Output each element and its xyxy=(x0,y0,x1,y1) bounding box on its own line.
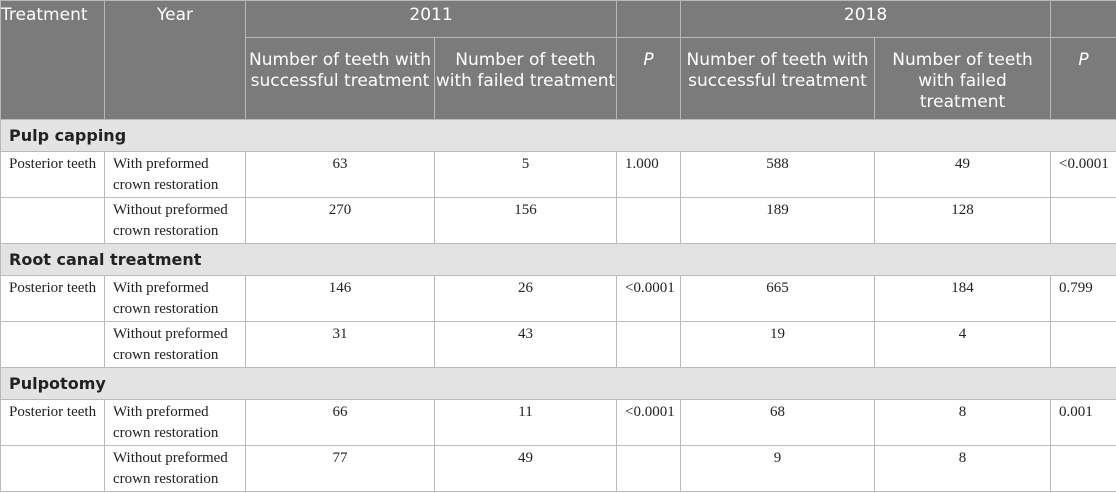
cell-condition: Without preformed crown restoration xyxy=(104,445,246,492)
cell-p-2011 xyxy=(616,321,682,368)
cell-failed-2011: 26 xyxy=(433,275,618,322)
cell-failed-2018: 184 xyxy=(874,275,1052,322)
cell-success-2018: 588 xyxy=(680,151,876,198)
header-blank-p-2018 xyxy=(1050,0,1116,38)
cell-condition: Without preformed crown restoration xyxy=(104,321,246,368)
cell-failed-2018: 8 xyxy=(874,445,1052,492)
table-row: Posterior teeth With preformed crown res… xyxy=(0,399,1116,446)
cell-group xyxy=(0,321,105,368)
header-failed-2011: Number of teeth with failed treatment xyxy=(433,37,618,120)
cell-success-2018: 665 xyxy=(680,275,876,322)
cell-group: Posterior teeth xyxy=(0,399,105,446)
section-row: Pulpotomy xyxy=(0,367,1116,400)
cell-p-2018: <0.0001 xyxy=(1050,151,1116,198)
cell-group: Posterior teeth xyxy=(0,151,105,198)
cell-success-2018: 9 xyxy=(680,445,876,492)
cell-p-2011: 1.000 xyxy=(616,151,682,198)
cell-group xyxy=(0,445,105,492)
cell-success-2011: 31 xyxy=(245,321,435,368)
table-row: Posterior teeth With preformed crown res… xyxy=(0,275,1116,322)
table-row: Posterior teeth With preformed crown res… xyxy=(0,151,1116,198)
cell-failed-2011: 43 xyxy=(433,321,618,368)
cell-condition: With preformed crown restoration xyxy=(104,399,246,446)
header-p-2018: P xyxy=(1050,37,1116,120)
header-failed-2018: Number of teeth with failed treatment xyxy=(874,37,1052,120)
header-treatment: Treatment xyxy=(0,0,105,120)
cell-p-2018 xyxy=(1050,197,1116,244)
header-p-2011: P xyxy=(616,37,682,120)
header-success-2011: Number of teeth with successful treatmen… xyxy=(245,37,435,120)
cell-group xyxy=(0,197,105,244)
cell-p-2018 xyxy=(1050,445,1116,492)
section-row: Pulp capping xyxy=(0,119,1116,152)
cell-p-2018: 0.799 xyxy=(1050,275,1116,322)
cell-failed-2018: 49 xyxy=(874,151,1052,198)
header-2011: 2011 xyxy=(244,0,618,38)
cell-failed-2018: 8 xyxy=(874,399,1052,446)
section-title: Root canal treatment xyxy=(0,243,1116,276)
cell-success-2018: 19 xyxy=(680,321,876,368)
section-title: Pulpotomy xyxy=(0,367,1116,400)
header-2018: 2018 xyxy=(680,0,1052,38)
header-row-years: Treatment Year 2011 2018 xyxy=(0,0,1116,120)
cell-p-2011 xyxy=(616,197,682,244)
cell-success-2011: 63 xyxy=(245,151,435,198)
cell-condition: With preformed crown restoration xyxy=(104,151,246,198)
table-row: Without preformed crown restoration 77 4… xyxy=(0,445,1116,492)
cell-failed-2011: 5 xyxy=(433,151,618,198)
cell-p-2018: 0.001 xyxy=(1050,399,1116,446)
header-row-columns: Number of teeth with successful treatmen… xyxy=(1,37,1116,120)
table-header: Treatment Year 2011 2018 Number of teeth… xyxy=(0,0,1116,120)
cell-success-2011: 77 xyxy=(245,445,435,492)
cell-success-2011: 146 xyxy=(245,275,435,322)
cell-success-2011: 66 xyxy=(245,399,435,446)
cell-success-2018: 189 xyxy=(680,197,876,244)
cell-success-2018: 68 xyxy=(680,399,876,446)
table-row: Without preformed crown restoration 270 … xyxy=(0,197,1116,244)
cell-p-2018 xyxy=(1050,321,1116,368)
cell-condition: Without preformed crown restoration xyxy=(104,197,246,244)
section-title: Pulp capping xyxy=(0,119,1116,152)
cell-success-2011: 270 xyxy=(245,197,435,244)
cell-failed-2011: 49 xyxy=(433,445,618,492)
header-blank-p-2011 xyxy=(616,0,682,38)
section-row: Root canal treatment xyxy=(0,243,1116,276)
cell-failed-2011: 156 xyxy=(433,197,618,244)
cell-p-2011: <0.0001 xyxy=(616,399,682,446)
cell-group: Posterior teeth xyxy=(0,275,105,322)
cell-failed-2018: 128 xyxy=(874,197,1052,244)
cell-p-2011: <0.0001 xyxy=(616,275,682,322)
header-success-2018: Number of teeth with successful treatmen… xyxy=(680,37,876,120)
table-body: Pulp capping Posterior teeth With prefor… xyxy=(0,119,1116,492)
header-year: Year xyxy=(104,0,246,120)
table-row: Without preformed crown restoration 31 4… xyxy=(0,321,1116,368)
cell-failed-2018: 4 xyxy=(874,321,1052,368)
cell-failed-2011: 11 xyxy=(433,399,618,446)
cell-condition: With preformed crown restoration xyxy=(104,275,246,322)
cell-p-2011 xyxy=(616,445,682,492)
